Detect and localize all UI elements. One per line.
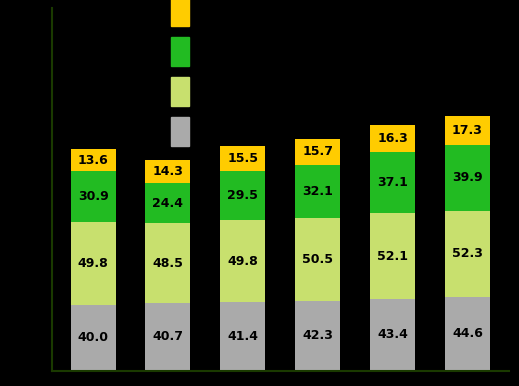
Bar bbox=[295, 301, 340, 371]
Text: 43.4: 43.4 bbox=[377, 328, 408, 341]
Text: 52.3: 52.3 bbox=[452, 247, 483, 261]
Bar bbox=[171, 37, 189, 66]
Text: 52.1: 52.1 bbox=[377, 249, 408, 262]
Text: 16.3: 16.3 bbox=[377, 132, 408, 145]
Bar bbox=[221, 220, 265, 302]
Bar bbox=[221, 171, 265, 220]
Bar bbox=[145, 183, 190, 223]
Bar bbox=[295, 164, 340, 217]
Bar bbox=[370, 299, 415, 371]
Text: 29.5: 29.5 bbox=[227, 189, 258, 202]
Bar bbox=[445, 297, 490, 371]
Text: 30.9: 30.9 bbox=[78, 190, 108, 203]
Text: 32.1: 32.1 bbox=[302, 185, 333, 198]
Text: 49.8: 49.8 bbox=[78, 257, 108, 270]
Text: 37.1: 37.1 bbox=[377, 176, 408, 189]
Bar bbox=[171, 77, 189, 106]
Bar bbox=[445, 211, 490, 297]
Bar bbox=[445, 117, 490, 145]
Bar bbox=[221, 146, 265, 171]
Text: 40.0: 40.0 bbox=[77, 331, 108, 344]
Text: 44.6: 44.6 bbox=[452, 327, 483, 340]
Text: 48.5: 48.5 bbox=[153, 257, 183, 270]
Bar bbox=[295, 139, 340, 164]
Bar bbox=[221, 302, 265, 371]
Bar bbox=[145, 223, 190, 303]
Text: 17.3: 17.3 bbox=[452, 124, 483, 137]
Bar bbox=[370, 152, 415, 213]
Bar bbox=[145, 303, 190, 371]
Bar bbox=[445, 145, 490, 211]
Bar bbox=[370, 213, 415, 299]
Bar bbox=[71, 171, 116, 222]
Bar bbox=[71, 222, 116, 305]
Text: 24.4: 24.4 bbox=[153, 197, 183, 210]
Bar bbox=[295, 217, 340, 301]
Text: 49.8: 49.8 bbox=[227, 255, 258, 268]
Text: 14.3: 14.3 bbox=[153, 165, 183, 178]
Text: 15.5: 15.5 bbox=[227, 152, 258, 165]
Text: 15.7: 15.7 bbox=[302, 145, 333, 158]
Text: 40.7: 40.7 bbox=[153, 330, 183, 344]
Bar bbox=[71, 149, 116, 171]
Bar bbox=[145, 160, 190, 183]
Bar bbox=[370, 125, 415, 152]
Text: 42.3: 42.3 bbox=[302, 329, 333, 342]
Text: 41.4: 41.4 bbox=[227, 330, 258, 343]
Text: 39.9: 39.9 bbox=[452, 171, 483, 185]
Text: 50.5: 50.5 bbox=[302, 253, 333, 266]
Bar bbox=[71, 305, 116, 371]
Bar bbox=[171, 0, 189, 26]
Bar bbox=[171, 117, 189, 146]
Text: 13.6: 13.6 bbox=[78, 154, 108, 167]
